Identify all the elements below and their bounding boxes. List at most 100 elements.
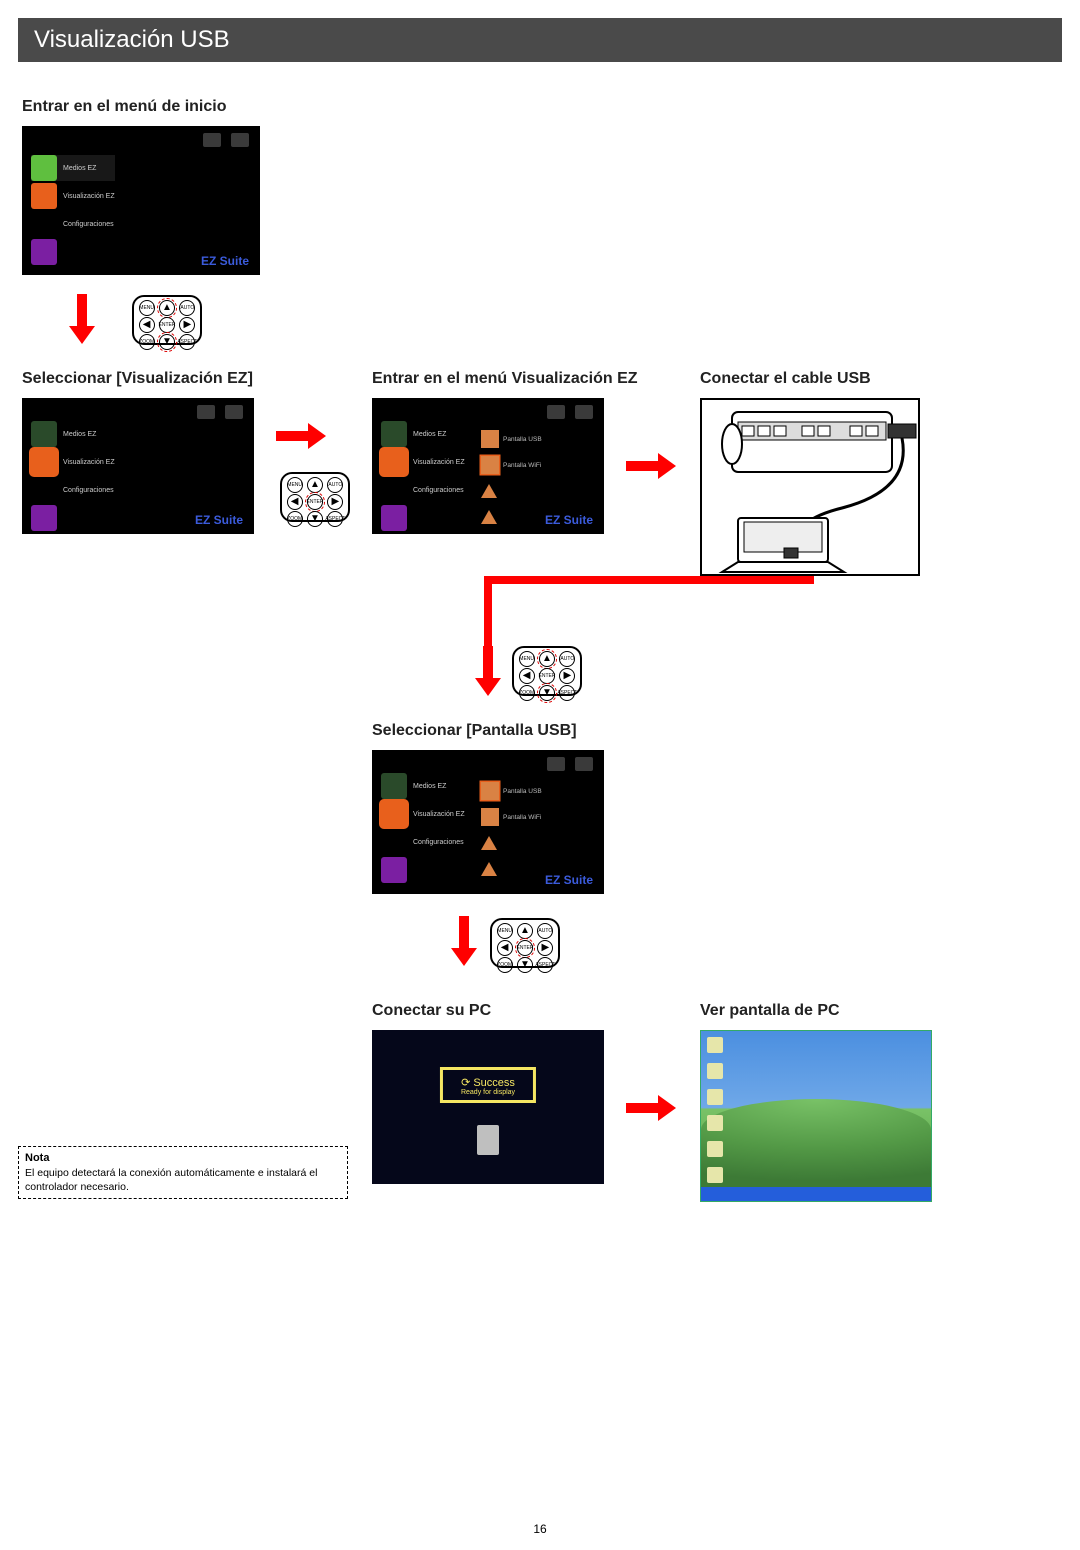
- remote-aspect-button[interactable]: ASPECT: [537, 957, 553, 973]
- screenshot-select-ez: Medios EZ Visualización EZ Configuracion…: [22, 398, 254, 534]
- arrow-down-icon: [72, 294, 92, 354]
- ez-item-label: Medios EZ: [411, 783, 446, 790]
- remote-zoom-button[interactable]: ZOOM: [519, 685, 535, 701]
- step-label-enter-start: Entrar en el menú de inicio: [22, 98, 227, 116]
- desktop-hill: [701, 1099, 931, 1201]
- ez-sub-wifi: Pantalla WiFi: [481, 807, 542, 827]
- remote-enter-button[interactable]: ENTER: [517, 940, 533, 956]
- remote-aspect-button[interactable]: ASPECT: [559, 685, 575, 701]
- success-badge: ⟳ Success Ready for display: [440, 1067, 536, 1103]
- remote-enter-button[interactable]: ENTER: [159, 317, 175, 333]
- step-label-select-usb: Seleccionar [Pantalla USB]: [372, 722, 577, 740]
- remote-aspect-button[interactable]: ASPECT: [327, 511, 343, 527]
- ez-item-display: Visualización EZ: [31, 449, 115, 475]
- ez-suite-logo: EZ Suite: [195, 513, 243, 527]
- ez-item-display: Visualización EZ: [381, 801, 465, 827]
- ez-item-label: Configuraciones: [61, 221, 114, 228]
- remote-pad: MENU ▲ AUTO ◀ ENTER ▶ ZOOM ▼ ASPECT: [512, 646, 582, 696]
- remote-down-button[interactable]: ▼: [159, 334, 175, 350]
- section-header: Visualización USB: [18, 18, 1062, 62]
- step-label-enter-ez: Entrar en el menú Visualización EZ: [372, 370, 638, 388]
- note-heading: Nota: [25, 1151, 341, 1166]
- ez-item-media: Medios EZ: [31, 421, 115, 447]
- ez-top-icon: [575, 405, 593, 419]
- remote-up-button[interactable]: ▲: [307, 477, 323, 493]
- ez-item-settings: [381, 505, 465, 531]
- remote-menu-button[interactable]: MENU: [497, 923, 513, 939]
- ez-top-icon: [203, 133, 221, 147]
- ez-topbar: [197, 405, 243, 419]
- ez-item-label: Configuraciones: [411, 839, 464, 846]
- ez-item-label: Visualización EZ: [411, 459, 465, 466]
- arrow-down-icon: [478, 646, 498, 706]
- remote-left-button[interactable]: ◀: [497, 940, 513, 956]
- remote-up-button[interactable]: ▲: [159, 300, 175, 316]
- remote-down-button[interactable]: ▼: [307, 511, 323, 527]
- screenshot-ez-submenu: Medios EZ Visualización EZ Configuracion…: [372, 398, 604, 534]
- remote-down-button[interactable]: ▼: [517, 957, 533, 973]
- ez-topbar: [547, 757, 593, 771]
- remote-down-button[interactable]: ▼: [539, 685, 555, 701]
- remote-right-button[interactable]: ▶: [537, 940, 553, 956]
- ez-item-label: Medios EZ: [411, 431, 446, 438]
- remote-left-button[interactable]: ◀: [139, 317, 155, 333]
- remote-right-button[interactable]: ▶: [327, 494, 343, 510]
- ez-suite-logo: EZ Suite: [545, 873, 593, 887]
- remote-zoom-button[interactable]: ZOOM: [139, 334, 155, 350]
- settings-icon: [381, 857, 407, 883]
- warn-icon: [481, 862, 497, 876]
- remote-aspect-button[interactable]: ASPECT: [179, 334, 195, 350]
- media-icon: [31, 421, 57, 447]
- warn-icon: [481, 510, 497, 524]
- ez-item-display: Visualización EZ: [381, 449, 465, 475]
- ez-top-icon: [547, 405, 565, 419]
- remote-left-button[interactable]: ◀: [287, 494, 303, 510]
- desktop-icon: [707, 1089, 723, 1105]
- ez-menu: Medios EZ Visualización EZ Configuracion…: [31, 155, 115, 265]
- remote-menu-button[interactable]: MENU: [139, 300, 155, 316]
- media-icon: [381, 421, 407, 447]
- desktop-icon: [707, 1115, 723, 1131]
- screenshot-pc-desktop: [700, 1030, 932, 1202]
- section-title: Visualización USB: [34, 26, 230, 53]
- step-label-connect-usb: Conectar el cable USB: [700, 370, 871, 388]
- remote-right-button[interactable]: ▶: [179, 317, 195, 333]
- ez-menu: Medios EZ Visualización EZ Configuracion…: [381, 421, 465, 531]
- remote-auto-button[interactable]: AUTO: [537, 923, 553, 939]
- step-label-see-pc: Ver pantalla de PC: [700, 1002, 840, 1020]
- ez-sub-4: [481, 859, 542, 879]
- desktop-icon: [707, 1063, 723, 1079]
- ez-topbar: [547, 405, 593, 419]
- remote-auto-button[interactable]: AUTO: [327, 477, 343, 493]
- remote-enter-button[interactable]: ENTER: [307, 494, 323, 510]
- remote-menu-button[interactable]: MENU: [519, 651, 535, 667]
- desktop-icon: [707, 1167, 723, 1183]
- arrow-down-icon: [454, 916, 474, 976]
- ez-submenu: Pantalla USB Pantalla WiFi: [481, 429, 542, 527]
- warn-icon: [481, 484, 497, 498]
- page-number: 16: [533, 1522, 546, 1536]
- remote-zoom-button[interactable]: ZOOM: [497, 957, 513, 973]
- remote-enter-button[interactable]: ENTER: [539, 668, 555, 684]
- remote-right-button[interactable]: ▶: [559, 668, 575, 684]
- ez-item-label: Medios EZ: [61, 431, 96, 438]
- remote-auto-button[interactable]: AUTO: [179, 300, 195, 316]
- settings-icon: [381, 505, 407, 531]
- ez-sub-3: [481, 833, 542, 853]
- remote-pad: MENU ▲ AUTO ◀ ENTER ▶ ZOOM ▼ ASPECT: [132, 295, 202, 345]
- diagram-connect-usb: [700, 398, 920, 576]
- ez-item-settings-slot: Configuraciones: [31, 211, 115, 237]
- arrow-right-icon: [626, 1098, 676, 1118]
- remote-up-button[interactable]: ▲: [539, 651, 555, 667]
- remote-auto-button[interactable]: AUTO: [559, 651, 575, 667]
- ez-item-media: Medios EZ: [381, 421, 465, 447]
- remote-menu-button[interactable]: MENU: [287, 477, 303, 493]
- screenshot-connect-pc: ⟳ Success Ready for display: [372, 1030, 604, 1184]
- ez-top-icon: [231, 133, 249, 147]
- step-label-connect-pc: Conectar su PC: [372, 1002, 491, 1020]
- remote-left-button[interactable]: ◀: [519, 668, 535, 684]
- ez-menu: Medios EZ Visualización EZ Configuracion…: [381, 773, 465, 883]
- remote-up-button[interactable]: ▲: [517, 923, 533, 939]
- connector-horizontal: [484, 576, 810, 584]
- remote-zoom-button[interactable]: ZOOM: [287, 511, 303, 527]
